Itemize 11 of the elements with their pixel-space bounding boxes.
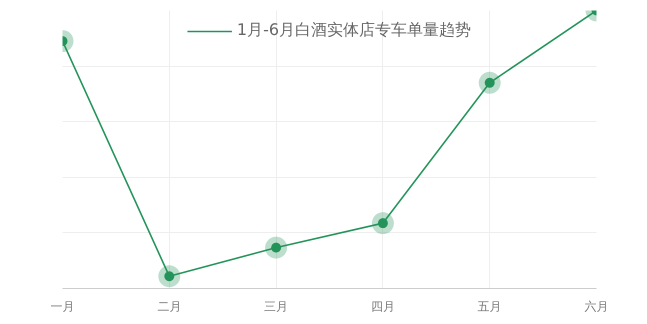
x-tick-label: 四月 [370,300,395,314]
x-tick-label: 五月 [478,300,502,314]
point [372,212,394,234]
point [265,236,288,259]
point [158,265,180,288]
x-tick-label: 一月 [50,300,74,314]
x-tick-label: 三月 [264,300,288,314]
legend-label: 1月-6月白酒实体店专车单量趋势 [236,20,472,41]
point [478,72,501,94]
x-tick-label: 二月 [157,300,182,314]
x-tick-label: 六月 [584,300,608,314]
